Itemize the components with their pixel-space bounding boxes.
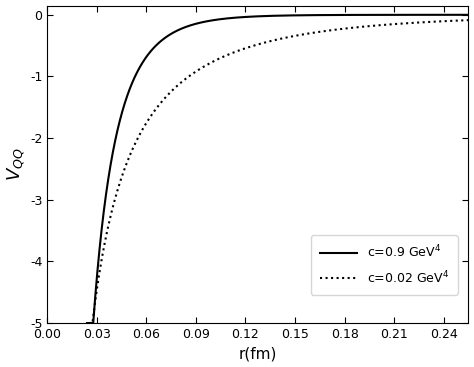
c=0.9 GeV$^4$ xyxy=(320,13,326,17)
Y-axis label: $V_{QQ}$: $V_{QQ}$ xyxy=(6,148,27,181)
c=0.9 GeV$^4$ xyxy=(84,321,90,325)
c=0.02 GeV$^4$ xyxy=(356,25,362,29)
Line: c=0.9 GeV$^4$: c=0.9 GeV$^4$ xyxy=(87,15,468,323)
c=0.9 GeV$^4$ xyxy=(359,13,365,17)
c=0.02 GeV$^4$ xyxy=(464,18,469,22)
c=0.02 GeV$^4$ xyxy=(457,18,463,23)
c=0.9 GeV$^4$ xyxy=(287,13,292,18)
c=0.02 GeV$^4$ xyxy=(439,19,445,23)
c=0.9 GeV$^4$ xyxy=(278,14,283,18)
X-axis label: r(fm): r(fm) xyxy=(239,346,277,361)
c=0.9 GeV$^4$ xyxy=(465,12,471,17)
c=0.02 GeV$^4$ xyxy=(86,321,91,325)
c=0.9 GeV$^4$ xyxy=(140,59,146,63)
Legend: c=0.9 GeV$^4$, c=0.02 GeV$^4$: c=0.9 GeV$^4$, c=0.02 GeV$^4$ xyxy=(311,235,458,295)
Line: c=0.02 GeV$^4$: c=0.02 GeV$^4$ xyxy=(89,20,468,323)
c=0.9 GeV$^4$ xyxy=(447,12,453,17)
c=0.02 GeV$^4$ xyxy=(121,169,127,174)
c=0.02 GeV$^4$ xyxy=(140,126,146,131)
c=0.02 GeV$^4$ xyxy=(465,18,471,22)
